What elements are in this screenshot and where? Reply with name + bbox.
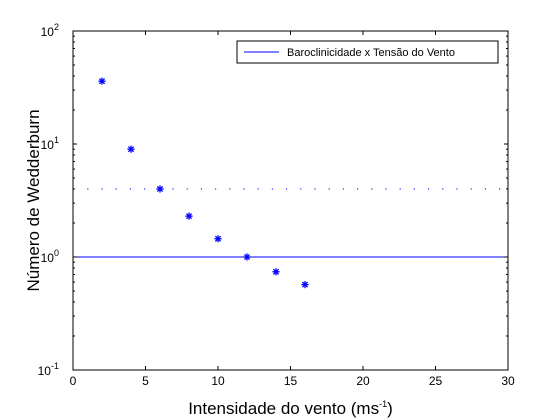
y-axis-title: Número de Wedderburn bbox=[24, 109, 43, 291]
data-point-stroke bbox=[127, 146, 135, 153]
data-point bbox=[156, 185, 164, 193]
y-tick-label: 102 bbox=[41, 22, 59, 39]
data-point-stroke bbox=[272, 268, 280, 275]
data-point bbox=[301, 280, 309, 289]
y-tick-label: 101 bbox=[41, 135, 59, 152]
x-tick-label: 20 bbox=[356, 374, 370, 388]
y-axis: 10-1 100 101 102 bbox=[38, 22, 508, 378]
data-point bbox=[243, 253, 251, 261]
data-point-stroke bbox=[301, 281, 309, 288]
x-axis-title-close: ) bbox=[387, 399, 393, 418]
data-point-stroke bbox=[98, 78, 106, 85]
plot-area bbox=[73, 31, 508, 370]
data-point-stroke bbox=[214, 235, 222, 242]
data-point-stroke bbox=[243, 253, 251, 261]
x-axis: 0 5 10 15 20 25 30 bbox=[70, 31, 515, 388]
data-point bbox=[98, 77, 106, 85]
legend-label: Baroclinicidade x Tensão do Vento bbox=[287, 47, 455, 59]
x-tick-label: 25 bbox=[429, 374, 443, 388]
x-tick-label: 15 bbox=[284, 374, 298, 388]
x-axis-title: Intensidade do vento (ms-1) bbox=[188, 399, 393, 418]
data-point bbox=[214, 235, 222, 243]
data-point-stroke bbox=[185, 213, 193, 220]
data-point bbox=[185, 212, 193, 220]
x-tick-label: 10 bbox=[211, 374, 225, 388]
legend: Baroclinicidade x Tensão do Vento bbox=[236, 40, 499, 64]
data-markers bbox=[98, 77, 309, 289]
x-axis-title-sup: -1 bbox=[379, 399, 387, 409]
data-point bbox=[127, 145, 135, 153]
data-point bbox=[272, 268, 280, 276]
data-point-stroke bbox=[156, 185, 164, 193]
x-tick-label: 5 bbox=[142, 374, 149, 388]
x-axis-title-main: Intensidade do vento (ms bbox=[188, 399, 379, 418]
x-tick-label: 0 bbox=[70, 374, 77, 388]
x-tick-label: 30 bbox=[501, 374, 515, 388]
y-tick-label: 10-1 bbox=[38, 361, 59, 378]
reference-lines bbox=[73, 188, 508, 258]
legend-box bbox=[236, 40, 499, 64]
y-tick-label: 100 bbox=[41, 248, 59, 265]
